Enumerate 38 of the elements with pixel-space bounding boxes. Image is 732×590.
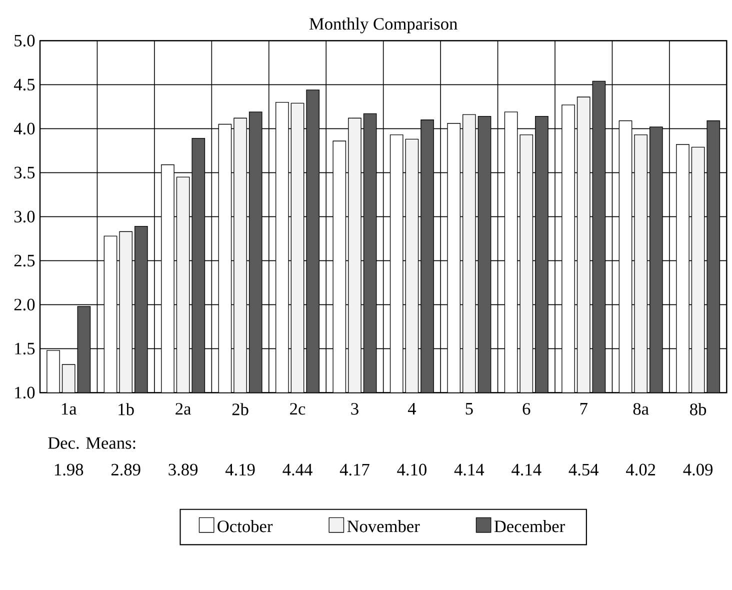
x-tick-label: 8b [690, 403, 706, 416]
data-label: 4.10 [397, 464, 426, 476]
text: Dec. Means: [48, 437, 136, 449]
y-tick-label: 4.5 [14, 78, 35, 91]
x-tick-label: 8a [633, 403, 649, 415]
y-tick-label: 4.0 [14, 122, 35, 135]
x-tick-label: 2c [290, 403, 306, 415]
y-tick-label: 5.0 [14, 34, 35, 47]
x-tick-label: 1a [62, 403, 77, 415]
x-tick-label: 5 [466, 403, 473, 415]
chart-title: Monthly Comparison [309, 18, 458, 34]
data-label: 4.09 [683, 464, 713, 476]
data-label: 3.89 [168, 464, 198, 476]
legend-label: October [218, 520, 273, 532]
data-label: 4.17 [340, 464, 370, 476]
legend-label: November [347, 520, 420, 532]
x-tick-label: 3 [351, 403, 358, 415]
legend-label: December [494, 520, 565, 532]
data-label: 4.14 [454, 464, 484, 476]
data-label: 4.54 [568, 464, 599, 476]
x-tick-label: 6 [522, 403, 530, 415]
y-tick-label: 1.5 [15, 342, 35, 355]
data-label: 4.19 [225, 464, 255, 476]
x-tick-label: 2a [176, 403, 192, 415]
y-tick-label: 1.0 [15, 386, 35, 399]
data-label: 2.89 [111, 464, 140, 476]
x-tick-label: 2b [232, 403, 248, 416]
data-label: 4.44 [282, 464, 312, 476]
y-tick-label: 2.5 [14, 254, 35, 267]
x-tick-label: 1b [118, 403, 134, 416]
data-label: 4.14 [512, 464, 542, 476]
y-tick-label: 2.0 [14, 298, 35, 311]
data-label: 4.02 [626, 464, 656, 476]
y-tick-label: 3.0 [14, 210, 35, 223]
x-tick-label: 7 [580, 403, 588, 414]
y-tick-label: 3.5 [14, 166, 35, 179]
data-label: 1.98 [54, 464, 84, 476]
x-tick-label: 4 [408, 403, 416, 414]
